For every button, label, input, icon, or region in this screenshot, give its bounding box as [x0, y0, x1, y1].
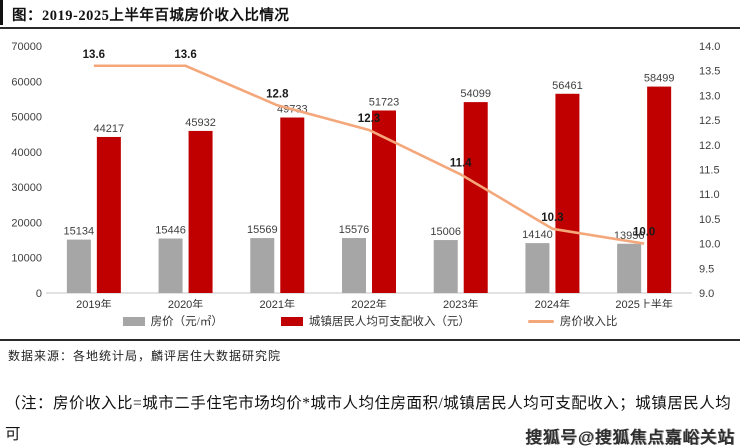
- ratio-value-label: 13.6: [83, 49, 105, 61]
- bar-red-2023年: [463, 102, 488, 293]
- left-axis-tick: 0: [36, 288, 42, 300]
- right-axis-tick: 10.0: [699, 239, 720, 251]
- title-divider: [0, 27, 740, 29]
- footnote-line-1: （注：房价收入比=城市二手住宅市场均价*城市人均住房面积/城镇居民人均可支配收入…: [5, 395, 732, 443]
- right-axis-tick: 11.0: [699, 189, 720, 201]
- right-axis-tick: 12.5: [699, 115, 720, 127]
- left-axis-tick: 40000: [11, 147, 42, 159]
- ratio-value-label: 12.3: [358, 113, 380, 125]
- bar-value-label: 15446: [155, 224, 186, 236]
- bar-value-label: 51723: [369, 96, 400, 108]
- bar-red-2019年: [96, 136, 121, 293]
- right-axis-tick: 14.0: [699, 41, 720, 53]
- ratio-value-label: 13.6: [174, 49, 196, 61]
- x-axis-category-label: 2022年: [351, 297, 386, 308]
- bar-value-label: 45932: [185, 117, 216, 129]
- legend-label: 房价（元/㎡）: [150, 316, 223, 328]
- chart-area: 0 10000 20000 30000 40000 50000 60000 70000 9.0 9…: [0, 30, 740, 311]
- bar-value-label: 14140: [522, 229, 553, 241]
- ratio-line: [93, 64, 645, 245]
- left-axis-tick: 60000: [11, 76, 42, 88]
- combo-chart: 0 10000 20000 30000 40000 50000 60000 70000 9.0 9…: [11, 41, 720, 311]
- bar-gray-2022年: [342, 238, 366, 293]
- legend-label: 房价收入比: [559, 316, 618, 328]
- bar-value-label: 58499: [644, 73, 675, 85]
- left-axis-tick: 70000: [11, 41, 42, 53]
- ratio-value-label: 10.0: [633, 227, 655, 239]
- bar-gray-2023年: [433, 240, 458, 293]
- ratio-value-label: 10.3: [541, 212, 563, 224]
- left-axis-tick: 20000: [11, 217, 42, 229]
- legend-item: 房价（元/㎡）: [122, 313, 223, 329]
- legend-swatch-bar: [122, 316, 145, 326]
- bar-value-label: 54099: [460, 88, 491, 100]
- bar-value-label: 15006: [430, 226, 461, 238]
- data-source-line: 数据来源：各地统计局，麟评居住大数据研究院: [8, 349, 282, 363]
- chart-title: 图：2019-2025上半年百城房价收入比情况: [0, 0, 740, 25]
- x-axis-category-label: 2024年: [535, 297, 570, 308]
- bar-red-2021年: [280, 117, 305, 294]
- x-axis-category-label: 2021年: [260, 297, 295, 308]
- bar-red-2020年: [188, 130, 213, 293]
- right-axis-tick: 12.0: [699, 140, 720, 152]
- right-axis-tick: 9.0: [699, 288, 714, 300]
- right-axis-tick: 11.5: [699, 165, 720, 177]
- watermark-text: 搜狐号@搜狐焦点嘉峪关站: [525, 429, 735, 447]
- bar-red-2024年: [555, 93, 580, 293]
- legend-label: 城镇居民人均可支配收入（元）: [308, 316, 470, 328]
- footer-divider: [0, 339, 740, 341]
- bar-gray-2020年: [158, 238, 183, 293]
- footnote: （注：房价收入比=城市二手住宅市场均价*城市人均住房面积/城镇居民人均可支配收入…: [5, 388, 735, 448]
- x-axis-category-label: 2020年: [168, 297, 203, 308]
- legend-swatch-line: [527, 319, 554, 323]
- legend-swatch-bar: [280, 316, 303, 326]
- right-axis-tick: 10.5: [699, 214, 720, 226]
- x-axis-category-label: 2023年: [443, 297, 478, 308]
- x-axis-category-label: 2019年: [76, 297, 111, 308]
- right-axis-tick: 13.0: [699, 90, 720, 102]
- left-axis-tick: 10000: [11, 253, 42, 265]
- ratio-value-label: 11.4: [450, 157, 472, 169]
- right-axis-tick: 13.5: [699, 66, 720, 78]
- bar-value-label: 15576: [339, 224, 370, 236]
- bar-gray-2025上半年: [617, 243, 642, 293]
- left-axis-tick: 30000: [11, 182, 42, 194]
- bar-gray-2019年: [66, 239, 91, 293]
- ratio-value-label: 12.8: [266, 88, 289, 100]
- right-axis-tick: 9.5: [699, 263, 714, 275]
- bar-value-label: 56461: [552, 80, 583, 92]
- bar-gray-2024年: [525, 243, 550, 293]
- bar-value-label: 15134: [64, 226, 95, 238]
- chart-legend: 房价（元/㎡） 城镇居民人均可支配收入（元） 房价收入比: [0, 313, 740, 329]
- legend-item: 城镇居民人均可支配收入（元）: [280, 313, 470, 329]
- bar-gray-2021年: [250, 238, 275, 293]
- left-axis-tick: 50000: [11, 112, 42, 124]
- legend-item: 房价收入比: [527, 313, 618, 329]
- x-axis-category-label: 2025上半年: [615, 297, 672, 308]
- bar-value-label: 15569: [247, 224, 278, 236]
- bar-red-2025上半年: [647, 86, 672, 294]
- bar-value-label: 44217: [94, 123, 125, 135]
